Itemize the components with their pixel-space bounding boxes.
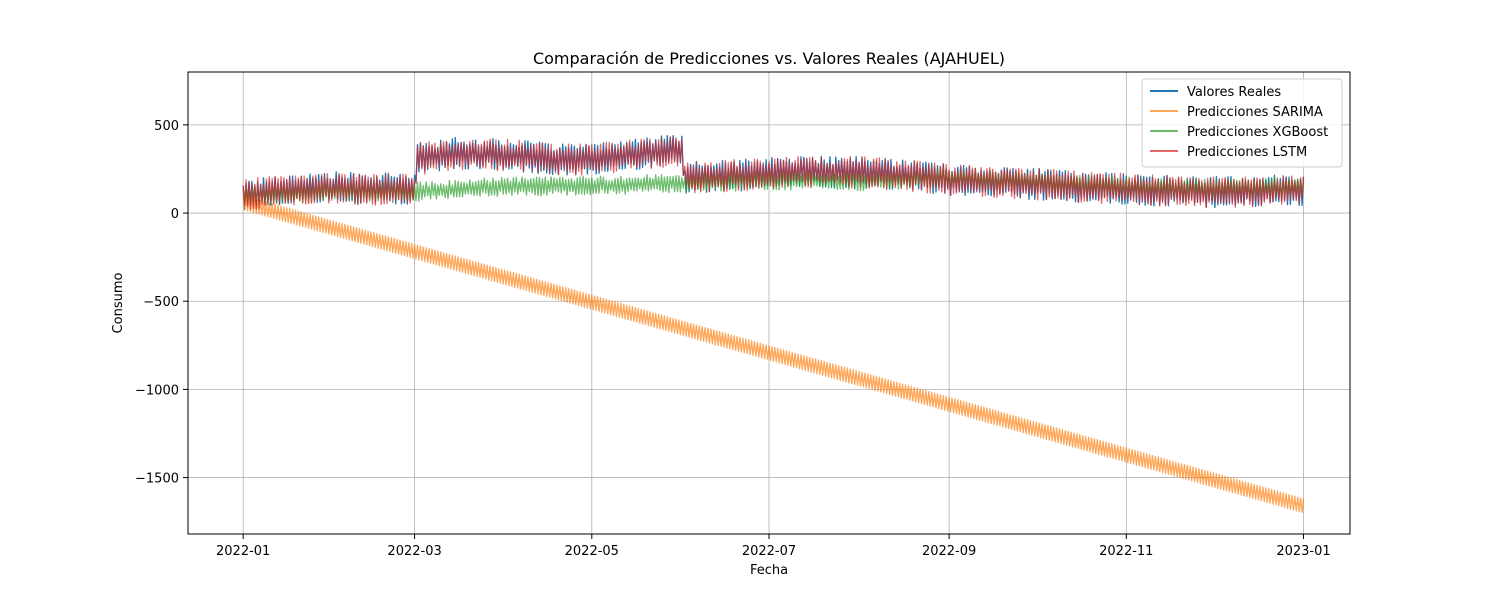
x-tick-label: 2023-01 [1276,544,1330,559]
x-axis-label: Fecha [750,563,788,578]
x-tick-label: 2022-09 [922,544,976,559]
x-tick-label: 2022-01 [216,544,270,559]
x-tick-label: 2022-03 [387,544,441,559]
y-tick-label: 500 [154,119,179,134]
legend-label: Predicciones XGBoost [1187,125,1328,140]
x-tick-label: 2022-11 [1099,544,1153,559]
series-line-predicciones-sarima [242,195,1305,514]
y-axis-label: Consumo [111,273,126,334]
legend-box [1141,78,1343,168]
y-tick-label: −500 [143,295,179,310]
legend: Valores Reales Predicciones SARIMA Predicc… [1141,78,1343,168]
series-layer [242,134,1305,514]
legend-label: Valores Reales [1187,85,1281,100]
series-line-predicciones-lstm [242,136,1305,211]
y-tick-label: −1500 [135,472,179,487]
legend-label: Predicciones SARIMA [1187,105,1323,120]
y-tick-label: 0 [171,207,179,222]
chart-title: Comparación de Predicciones vs. Valores … [533,49,1005,68]
ticks: 2022-01 2022-03 2022-05 2022-07 2022-09 2022-… [135,119,1331,559]
y-tick-label: −1000 [135,383,179,398]
legend-label: Predicciones LSTM [1187,145,1307,160]
x-tick-label: 2022-07 [742,544,796,559]
x-tick-label: 2022-05 [565,544,619,559]
